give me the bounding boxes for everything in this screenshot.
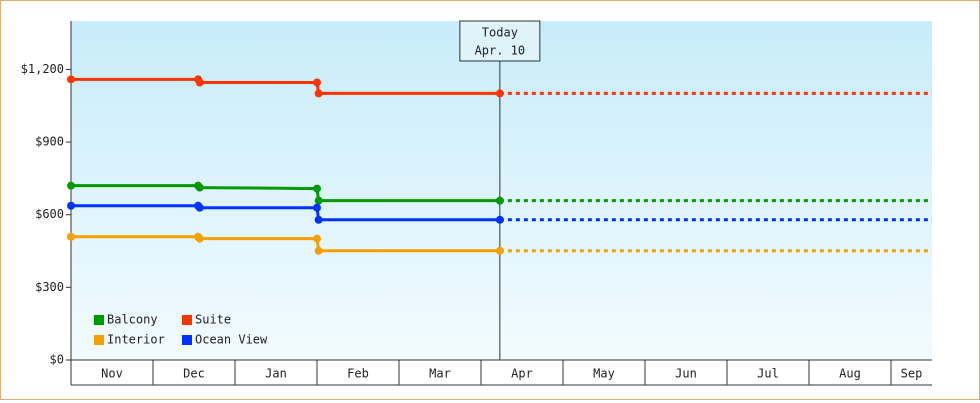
x-tick-label: Jan [265,367,287,381]
today-label: Today [482,26,518,40]
today-date: Apr. 10 [475,44,526,58]
price-point [495,246,504,255]
x-tick-label: Mar [429,367,451,381]
x-tick-label: Apr [511,367,533,381]
legend-swatch [182,335,192,345]
price-point [67,181,75,190]
price-point [313,184,321,193]
price-point [314,89,323,98]
price-point [67,75,75,84]
price-point [67,201,75,210]
y-tick-label: $1,200 [21,62,64,76]
price-line [71,184,500,203]
price-point [67,232,75,241]
price-point [313,234,321,243]
x-tick-label: May [593,367,615,381]
x-tick-label: Aug [839,367,861,381]
legend-swatch [94,335,104,345]
price-point [195,203,204,212]
legend-swatch [94,315,104,325]
y-tick-label: $600 [35,207,64,221]
price-point [313,203,321,212]
price-point [314,196,323,205]
legend-label: Balcony [107,313,158,327]
legend-label: Interior [107,333,165,347]
price-point [314,246,323,255]
legend-swatch [182,315,192,325]
price-line [71,235,500,253]
price-point [495,89,504,98]
legend-label: Suite [195,313,231,327]
x-tick-label: Dec [183,367,205,381]
price-point [195,234,204,243]
x-tick-label: Nov [101,367,123,381]
price-point [314,215,323,224]
y-tick-label: $0 [50,353,64,367]
y-tick-label: $900 [35,135,64,149]
price-line [71,77,500,95]
x-tick-label: Jul [757,367,779,381]
price-point [495,215,504,224]
plot-area [71,21,932,360]
y-tick-label: $300 [35,280,64,294]
price-point [195,183,204,192]
x-tick-label: Jun [675,367,697,381]
price-point [195,78,204,87]
legend-label: Ocean View [195,333,268,347]
price-point [495,196,504,205]
x-tick-label: Feb [347,367,369,381]
x-tick-label: Sep [901,367,923,381]
today-box [459,20,541,62]
price-line [71,204,500,222]
price-point [313,78,321,87]
